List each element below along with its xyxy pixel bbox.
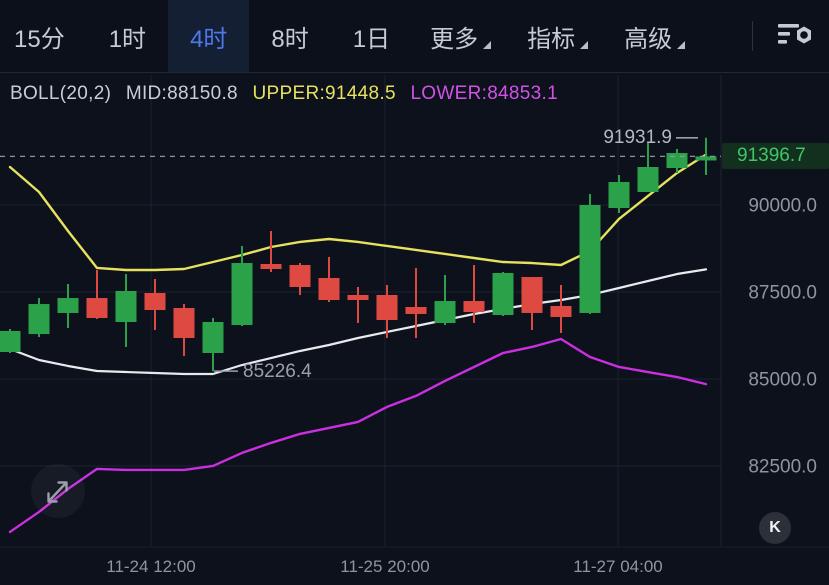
timeframe-tab-1d[interactable]: 1日: [352, 25, 391, 53]
caret-down-icon: [677, 41, 686, 49]
candle-body-up: [28, 304, 50, 335]
candle-body-up: [492, 272, 514, 316]
indicator-readout[interactable]: BOLL(20,2) MID:88150.8 UPPER:91448.5 LOW…: [10, 83, 567, 105]
candle-body-down: [144, 293, 166, 310]
diagonal-arrows-icon: [47, 481, 68, 503]
candle-body-up: [637, 166, 659, 192]
timeframe-toolbar: 15分 1时 4时 8时 1日 更多 指标 高级: [0, 0, 829, 73]
candle-body-down: [260, 263, 282, 269]
y-axis-label: 82500.0: [748, 457, 817, 478]
x-axis-label: 11-25 20:00: [340, 557, 429, 576]
toolbar-spacer: [703, 0, 752, 72]
candle-body-up: [695, 156, 717, 161]
boll-name: BOLL(20,2): [10, 83, 112, 104]
low-price-annotation: 85226.4: [243, 361, 312, 383]
candle-body-down: [463, 301, 485, 313]
toolbar-divider: [752, 21, 753, 51]
timeframe-tab-4h-selected[interactable]: 4时: [168, 0, 250, 72]
advanced-menu-label: 高级: [624, 25, 673, 53]
boll-lower-value: LOWER:84853.1: [410, 83, 558, 104]
last-price-tag: 91396.7: [722, 143, 829, 170]
timeframe-tab-1h[interactable]: 1时: [108, 25, 147, 53]
candle-body-up: [115, 290, 137, 322]
candle-body-down: [376, 294, 398, 321]
more-menu[interactable]: 更多: [412, 0, 509, 72]
candle-body-up: [579, 205, 601, 313]
high-price-annotation: 91931.9: [603, 126, 672, 148]
candle-body-up: [608, 181, 630, 208]
y-axis-label: 90000.0: [748, 196, 817, 217]
boll-upper-band: [8, 153, 708, 272]
more-menu-label: 更多: [430, 25, 479, 53]
candle-body-up: [666, 153, 688, 169]
candle-body-down: [86, 298, 108, 318]
x-axis-label: 11-24 12:00: [106, 557, 195, 576]
boll-upper-value: UPPER:91448.5: [252, 83, 396, 104]
candle-body-up: [202, 321, 224, 354]
caret-down-icon: [483, 41, 492, 49]
y-axis-label: 85000.0: [748, 370, 817, 391]
x-axis-label: 11-27 04:00: [573, 557, 662, 576]
y-axis-label: 87500.0: [748, 283, 817, 304]
k-watermark-logo: K: [759, 512, 791, 544]
candle-body-up: [57, 298, 79, 313]
candle-body-down: [289, 264, 311, 287]
indicators-menu-label: 指标: [527, 25, 576, 53]
candle-body-up: [0, 330, 21, 352]
candle-body-down: [318, 278, 340, 301]
timeframe-tab-8h[interactable]: 8时: [271, 25, 309, 53]
timeframe-tab-15min[interactable]: 15分: [14, 25, 65, 53]
candle-body-down: [521, 277, 543, 313]
candle-body-down: [347, 294, 369, 301]
candle-body-down: [173, 308, 195, 339]
chart-settings-icon[interactable]: [753, 0, 829, 72]
boll-lower-band: [8, 337, 708, 534]
candle-body-down: [405, 306, 427, 314]
caret-down-icon: [580, 41, 589, 49]
candle-body-up: [231, 263, 253, 325]
fullscreen-expand-button[interactable]: [28, 461, 88, 521]
candle-body-down: [550, 305, 572, 317]
boll-mid-value: MID:88150.8: [125, 83, 238, 104]
advanced-menu[interactable]: 高级: [606, 0, 703, 72]
candle-body-up: [434, 301, 456, 324]
indicators-menu[interactable]: 指标: [509, 0, 606, 72]
